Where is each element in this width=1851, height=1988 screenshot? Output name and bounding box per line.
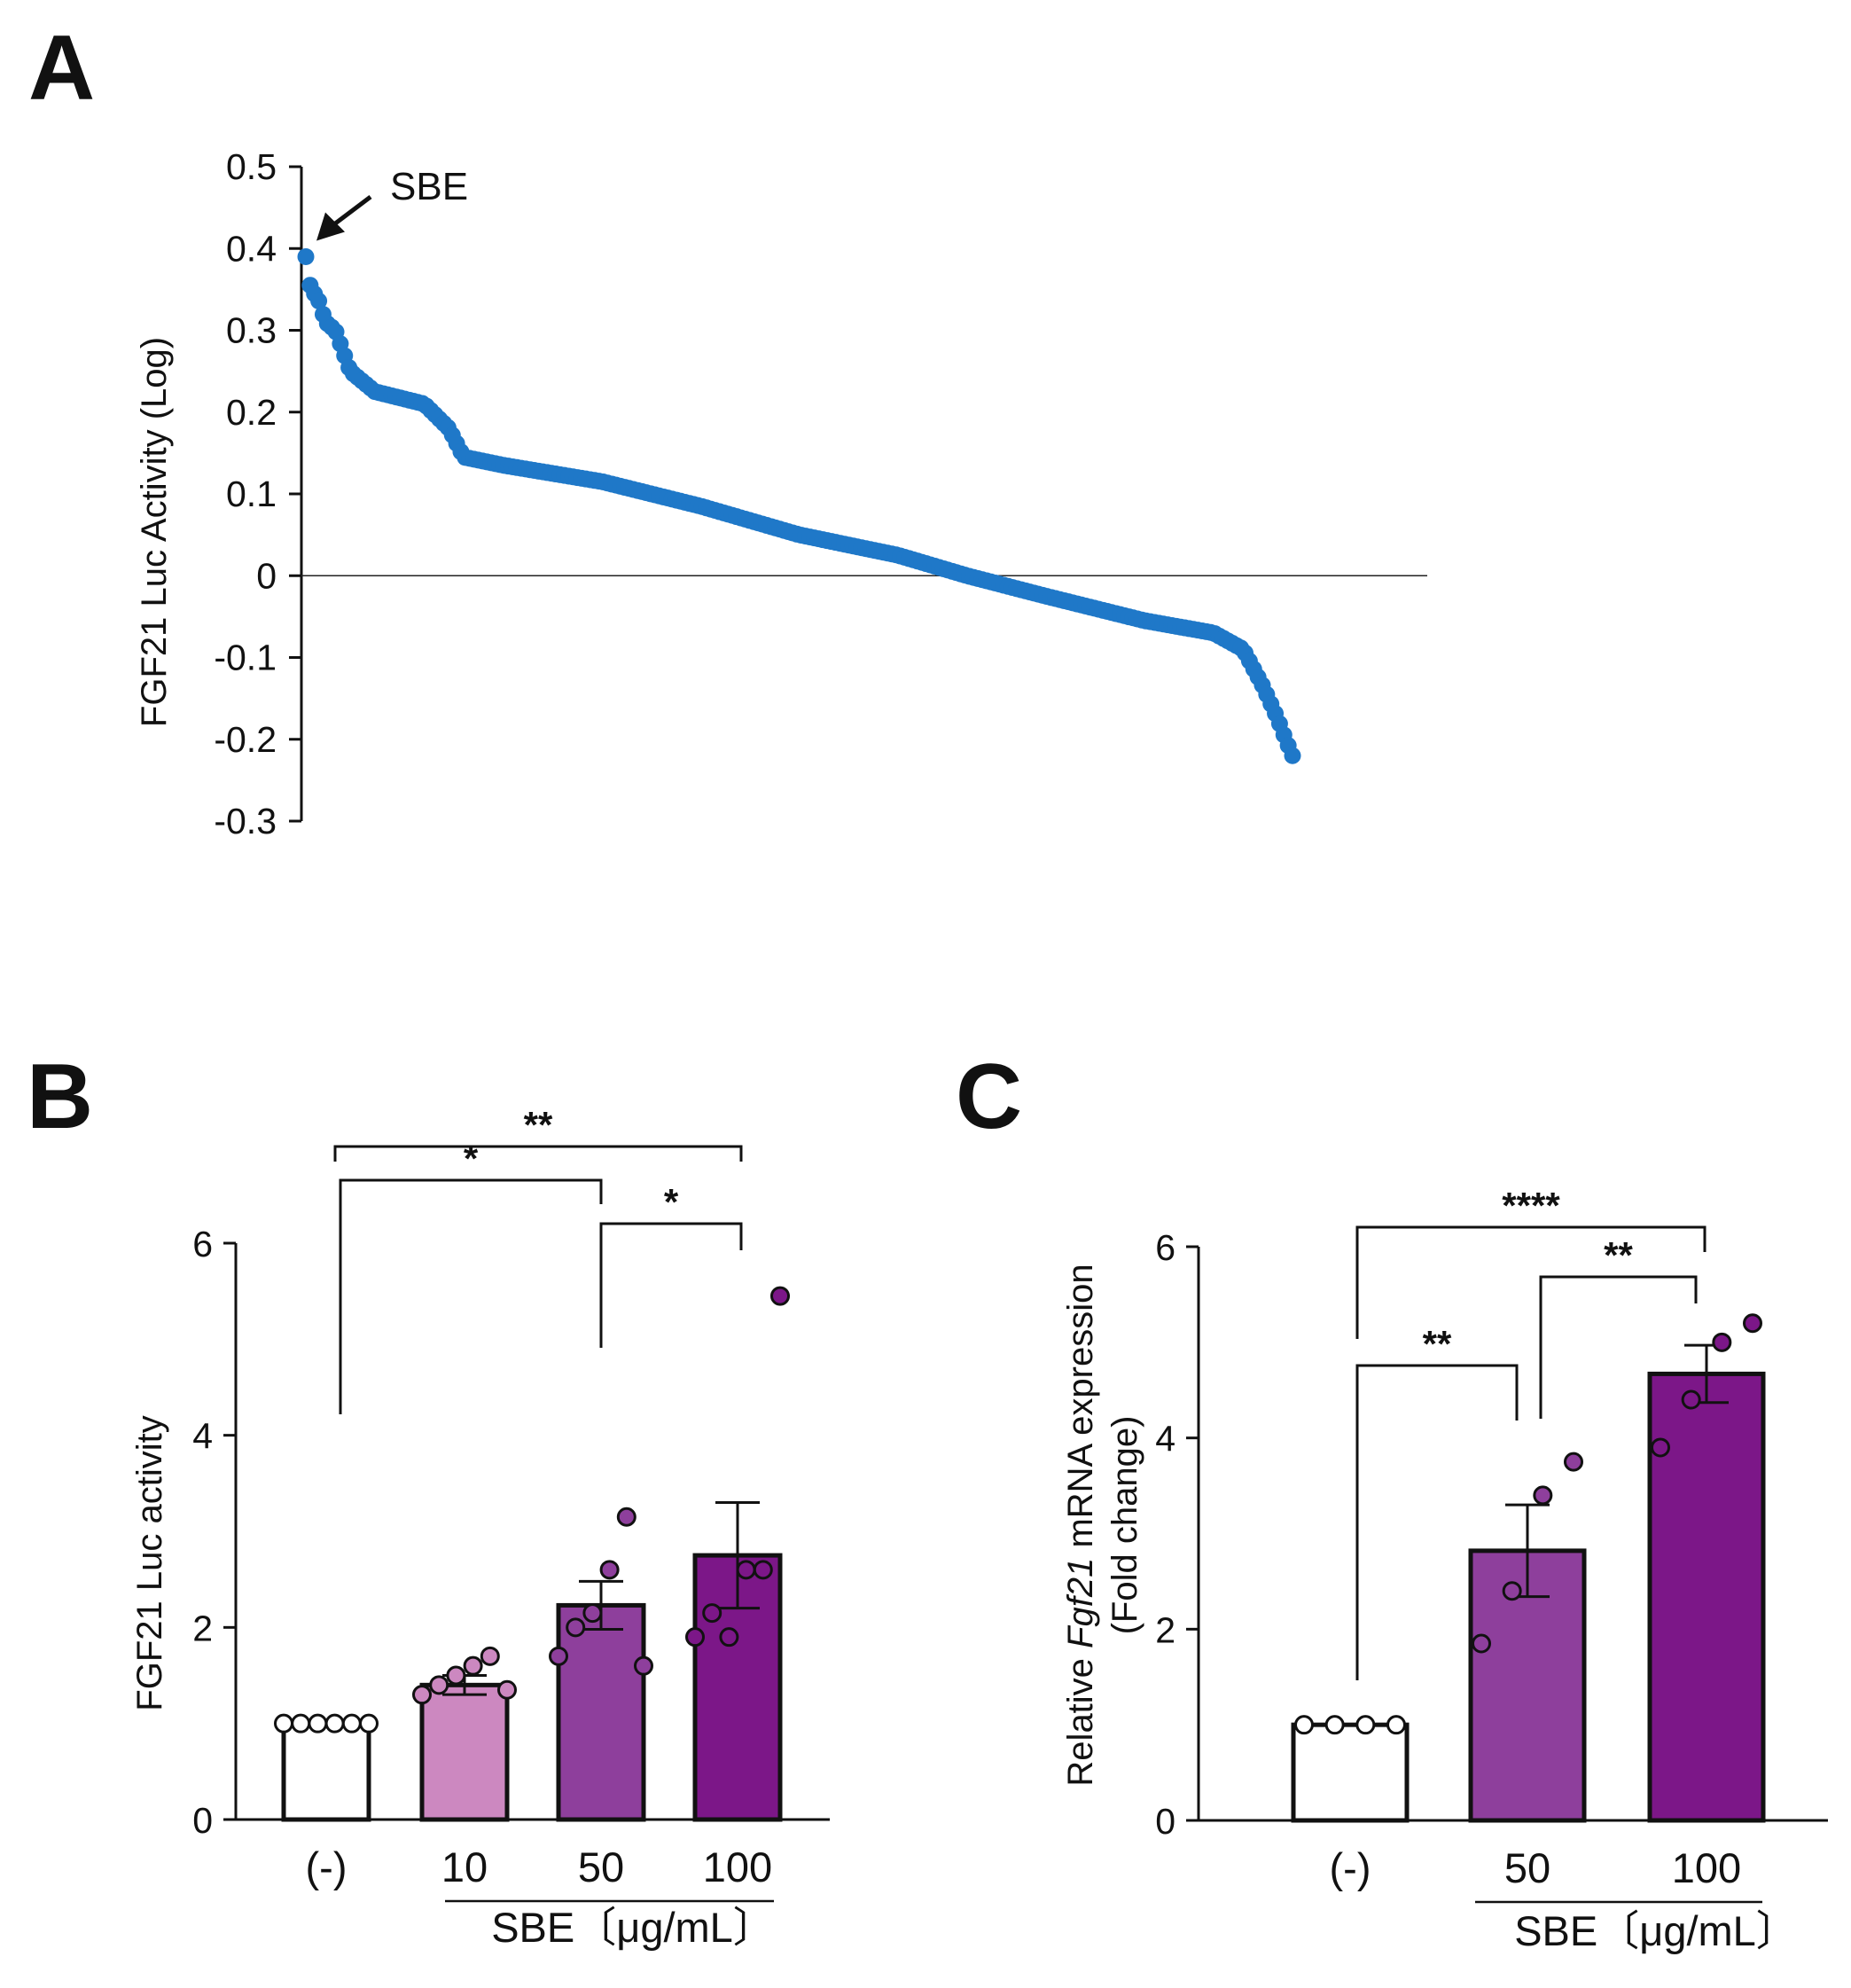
chart-b-point: [770, 1286, 790, 1306]
chart-a-y-tick-label: 0.2: [226, 392, 277, 433]
chart-b-point: [685, 1627, 705, 1648]
chart-a-y-tick-label: 0.5: [226, 146, 277, 187]
chart-b-group-label: SBE〔μg/mL〕: [491, 1904, 775, 1951]
chart-a-y-tick-label: 0.3: [226, 310, 277, 351]
chart-a-y-tick-label: 0: [256, 555, 277, 596]
chart-b-point: [291, 1713, 311, 1734]
chart-a-annotation-arrowhead: [316, 212, 345, 241]
chart-b-point: [497, 1679, 517, 1700]
chart-b-significance-bracket: [599, 1222, 743, 1348]
chart-b-significance-label: **: [524, 1104, 553, 1146]
chart-c-x-tick-label: (-): [1330, 1844, 1371, 1891]
panel-label-c: C: [956, 1045, 1022, 1148]
chart-c-y-axis-title-line2: (Fold change): [1105, 1416, 1144, 1635]
chart-b-point: [463, 1655, 483, 1676]
chart-c-point: [1502, 1581, 1522, 1601]
chart-b-point: [341, 1713, 362, 1734]
chart-a-point: [310, 292, 328, 309]
chart-b-y-tick-label: 4: [192, 1416, 213, 1457]
chart-b-point: [719, 1627, 739, 1648]
chart-c-point: [1564, 1452, 1583, 1472]
chart-a: FGF21 Luc Activity (Log) SBE 0.5 0.4 0.3 0.…: [135, 146, 1427, 841]
chart-c-significance-bracket: [1355, 1225, 1707, 1339]
chart-c-y-tick-label: 0: [1155, 1801, 1175, 1842]
chart-b-point: [446, 1665, 466, 1686]
chart-c-significance-label: ****: [1502, 1185, 1560, 1226]
chart-c-point: [1294, 1715, 1314, 1735]
chart-b-y-tick-label: 0: [192, 1800, 213, 1841]
chart-b-bar: [281, 1721, 371, 1822]
chart-b-point: [308, 1713, 328, 1734]
panel-label-a: A: [28, 17, 95, 120]
chart-b-point: [702, 1603, 722, 1624]
chart-a-y-tick-label: -0.2: [214, 719, 277, 760]
chart-c-point: [1386, 1715, 1406, 1735]
chart-c-y-tick-label: 2: [1155, 1609, 1175, 1650]
chart-a-y-axis-title: FGF21 Luc Activity (Log): [135, 337, 174, 727]
chart-a-annotation-label: SBE: [390, 165, 468, 208]
chart-c-point: [1651, 1437, 1670, 1458]
chart-b-point: [480, 1646, 500, 1666]
chart-c-point: [1324, 1715, 1345, 1735]
chart-c-point: [1533, 1485, 1553, 1506]
chart-c-y-axis-title-prefix: Relative: [1061, 1648, 1100, 1787]
chart-c-significance-bracket: [1355, 1364, 1519, 1680]
chart-c-x-tick-label: 100: [1672, 1844, 1741, 1891]
chart-a-y-tick-label: -0.3: [214, 801, 277, 841]
chart-b-y-axis-title: FGF21 Luc activity: [130, 1415, 169, 1710]
chart-b-bar: [556, 1602, 646, 1822]
chart-b-x-tick-label: 50: [578, 1843, 624, 1890]
chart-c-point: [1355, 1715, 1376, 1735]
chart-a-point: [1284, 747, 1301, 764]
chart-c-y-tick-label: 4: [1155, 1419, 1175, 1460]
chart-b-point: [324, 1713, 345, 1734]
chart-b-point: [429, 1675, 449, 1695]
chart-a-y-tick-label: 0.4: [226, 228, 277, 269]
panel-label-b: B: [27, 1045, 93, 1148]
chart-b-x-tick-label: 10: [441, 1843, 488, 1890]
chart-c-bar: [1291, 1722, 1410, 1823]
chart-c-significance-bracket: [1539, 1275, 1698, 1419]
chart-b-x-tick-label: (-): [306, 1843, 348, 1890]
chart-b: FGF21 Luc activity SBE〔μg/mL〕 0 2 4 6 (-) 10 5…: [130, 1104, 830, 1951]
chart-c-group-label: SBE〔μg/mL〕: [1514, 1907, 1798, 1954]
chart-c-point: [1712, 1332, 1732, 1352]
chart-a-y-tick-label: -0.1: [214, 638, 277, 678]
chart-b-point: [634, 1655, 653, 1676]
chart-c: Relative Fgf21 mRNA expression (Fold cha…: [1061, 1185, 1828, 1954]
chart-c-significance-label: **: [1423, 1323, 1452, 1365]
chart-b-point: [753, 1560, 773, 1580]
chart-b-significance-label: *: [464, 1138, 479, 1179]
chart-c-point: [1681, 1389, 1701, 1410]
chart-b-significance-bracket: [339, 1178, 603, 1414]
chart-b-point: [582, 1603, 603, 1624]
chart-c-point: [1743, 1313, 1762, 1334]
chart-b-point: [599, 1560, 620, 1580]
chart-b-y-tick-label: 6: [192, 1224, 213, 1264]
chart-c-y-axis-title: Relative Fgf21 mRNA expression: [1061, 1264, 1100, 1786]
chart-a-point: [297, 247, 315, 265]
chart-b-x-tick-label: 100: [703, 1843, 772, 1890]
chart-c-y-tick-label: 6: [1155, 1227, 1175, 1268]
chart-c-x-tick-label: 50: [1504, 1844, 1550, 1891]
chart-b-point: [359, 1713, 379, 1734]
chart-a-y-tick-label: 0.1: [226, 474, 277, 514]
chart-b-point: [274, 1713, 293, 1734]
chart-b-point: [412, 1685, 432, 1705]
chart-b-point: [736, 1560, 756, 1580]
chart-b-significance-label: *: [664, 1181, 679, 1223]
chart-b-bar: [419, 1682, 510, 1822]
chart-c-point: [1472, 1633, 1491, 1654]
chart-c-y-axis-title-suffix: mRNA expression: [1061, 1264, 1100, 1557]
chart-c-y-axis-title-gene: Fgf21: [1061, 1558, 1100, 1648]
chart-b-point: [616, 1507, 637, 1527]
chart-c-significance-label: **: [1604, 1234, 1633, 1276]
chart-b-point: [549, 1646, 568, 1666]
chart-b-significance-bracket: [333, 1145, 743, 1162]
chart-b-y-tick-label: 2: [192, 1608, 213, 1648]
chart-b-point: [566, 1617, 586, 1638]
